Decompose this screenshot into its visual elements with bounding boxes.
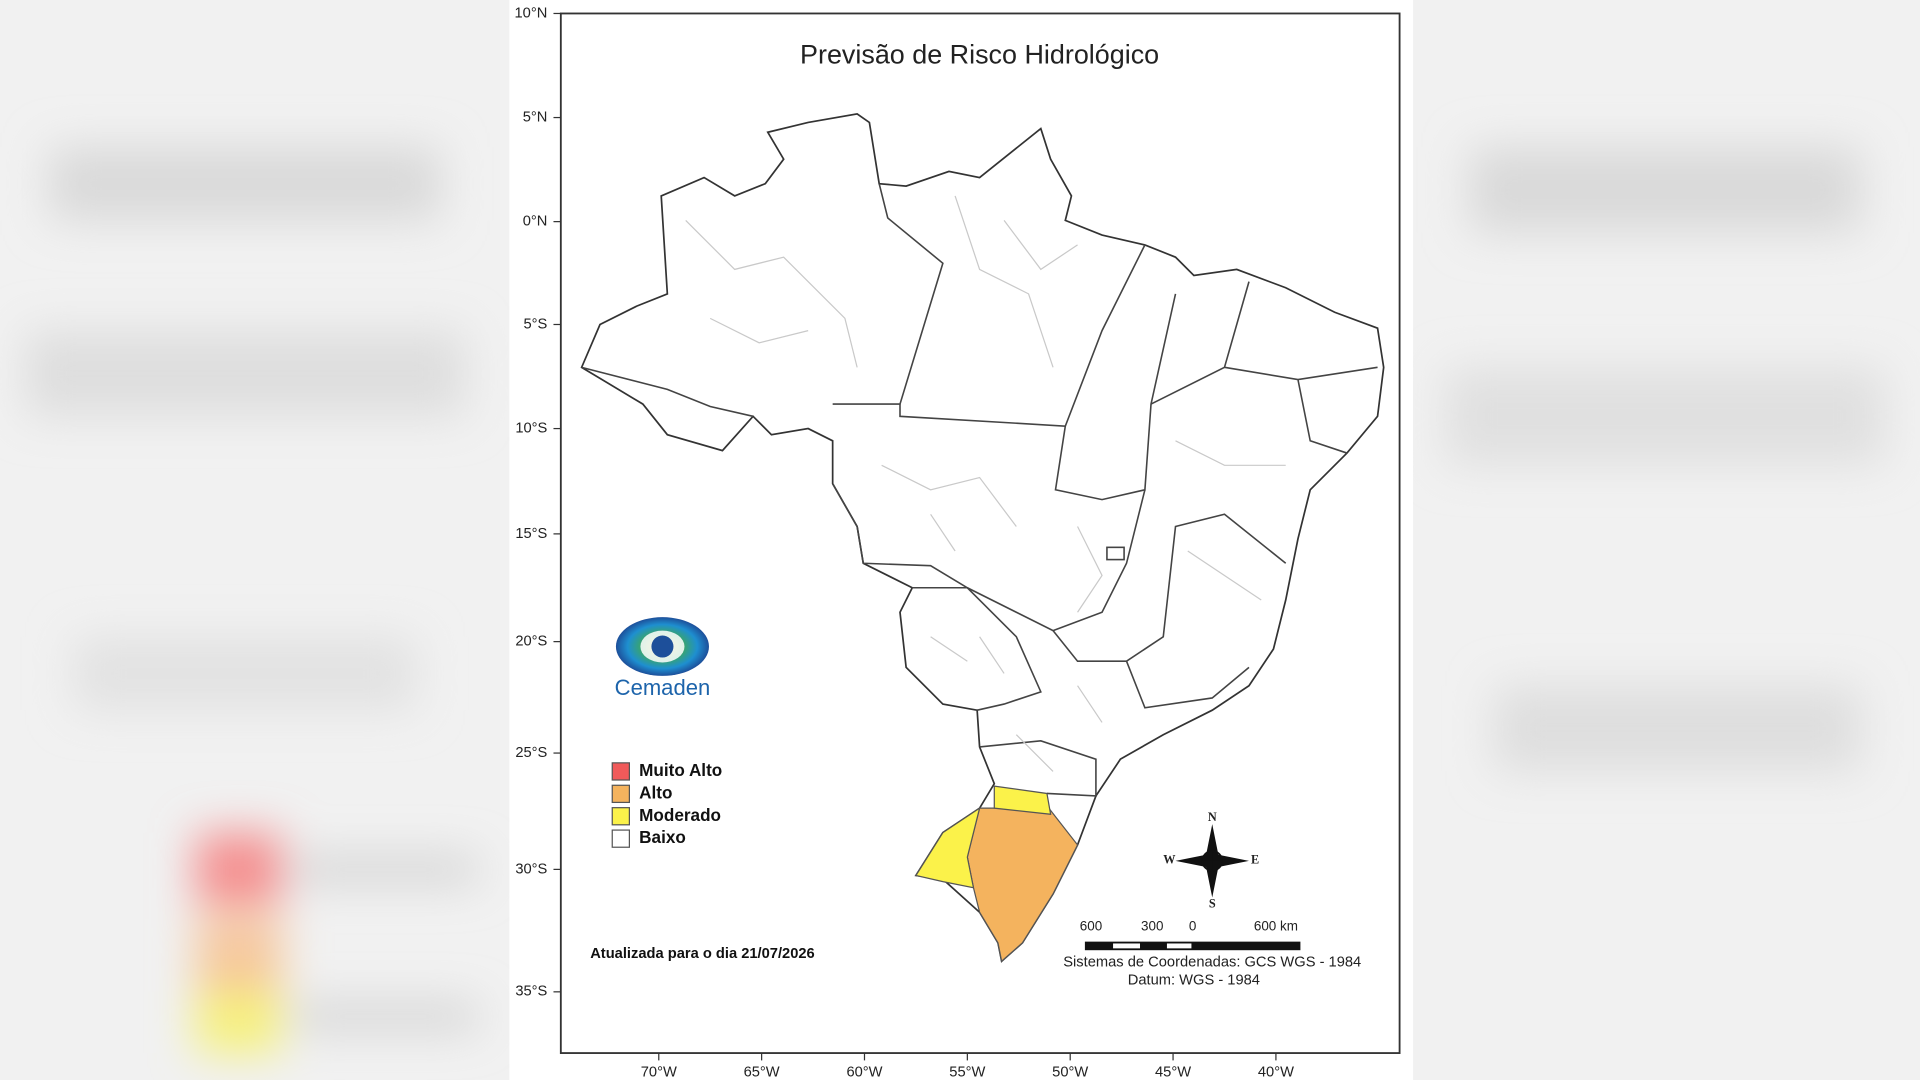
longitude-label: 40°W (1258, 1065, 1294, 1080)
latitude-label: 30°S (515, 861, 547, 877)
latitude-label: 25°S (515, 745, 547, 761)
legend-swatch (611, 762, 630, 781)
legend-swatch (611, 829, 630, 848)
latitude-label: 5°N (523, 109, 548, 125)
longitude-label: 55°W (949, 1065, 985, 1080)
latitude-label: 5°S (524, 316, 548, 332)
legend-swatch (611, 784, 630, 804)
scale-label: 600 km (1254, 919, 1298, 934)
compass-label: N (1208, 810, 1217, 824)
longitude-label: 70°W (641, 1065, 677, 1080)
legend-label: Alto (639, 782, 672, 802)
legend-label: Muito Alto (639, 760, 722, 780)
compass-label: S (1209, 897, 1216, 911)
datum: Datum: WGS - 1984 (1128, 973, 1260, 989)
latitude-label: 20°S (515, 634, 547, 650)
compass-label: W (1163, 853, 1176, 867)
compass-label: E (1251, 853, 1259, 867)
latitude-label: 10°N (515, 5, 548, 21)
scale-label: 600 (1080, 919, 1102, 934)
legend-label: Moderado (639, 805, 721, 825)
longitude-label: 60°W (846, 1065, 882, 1080)
latitude-label: 10°S (515, 420, 547, 436)
latitude-label: 15°S (515, 526, 547, 542)
map-title: Previsão de Risco Hidrológico (800, 39, 1159, 69)
scale-label: 0 (1189, 919, 1196, 934)
longitude-labels: 70°W 65°W 60°W 55°W 50°W 45°W 40°W (641, 1053, 1294, 1080)
latitude-labels: 10°N 5°N 0°N 5°S 10°S 15°S 20°S 25°S 30°S 35°S (515, 5, 561, 1000)
latitude-label: 0°N (523, 214, 548, 230)
coordinate-system: Sistemas de Coordenadas: GCS WGS - 1984 (1063, 954, 1361, 970)
update-note: Atualizada para o dia 21/07/2026 (590, 946, 815, 962)
scale-label: 300 (1141, 919, 1163, 934)
scale-bar: 600 300 0 600 km (1080, 919, 1301, 951)
logo-text: Cemaden (615, 675, 711, 700)
longitude-label: 65°W (744, 1065, 780, 1080)
compass: N S W E (1163, 810, 1259, 911)
state-borders (581, 183, 1378, 797)
logo: Cemaden (615, 617, 711, 700)
region-moderado (914, 806, 981, 889)
blurred-backdrop (24, 146, 1886, 1054)
longitude-label: 45°W (1155, 1065, 1191, 1080)
legend-swatch (611, 807, 630, 826)
legend-label: Baixo (639, 827, 686, 847)
longitude-label: 50°W (1052, 1065, 1088, 1080)
region-moderado (993, 785, 1052, 815)
latitude-label: 35°S (515, 984, 547, 1000)
